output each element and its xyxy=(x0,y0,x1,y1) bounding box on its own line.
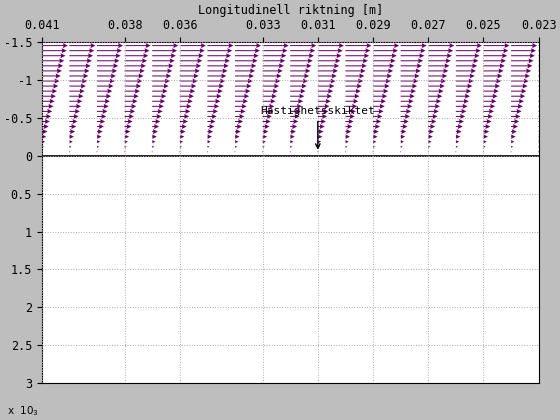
Text: x $10_3$: x $10_3$ xyxy=(7,404,39,417)
Text: Hastighetsskiktet: Hastighetsskiktet xyxy=(260,106,375,148)
X-axis label: Longitudinell riktning [m]: Longitudinell riktning [m] xyxy=(198,3,383,16)
